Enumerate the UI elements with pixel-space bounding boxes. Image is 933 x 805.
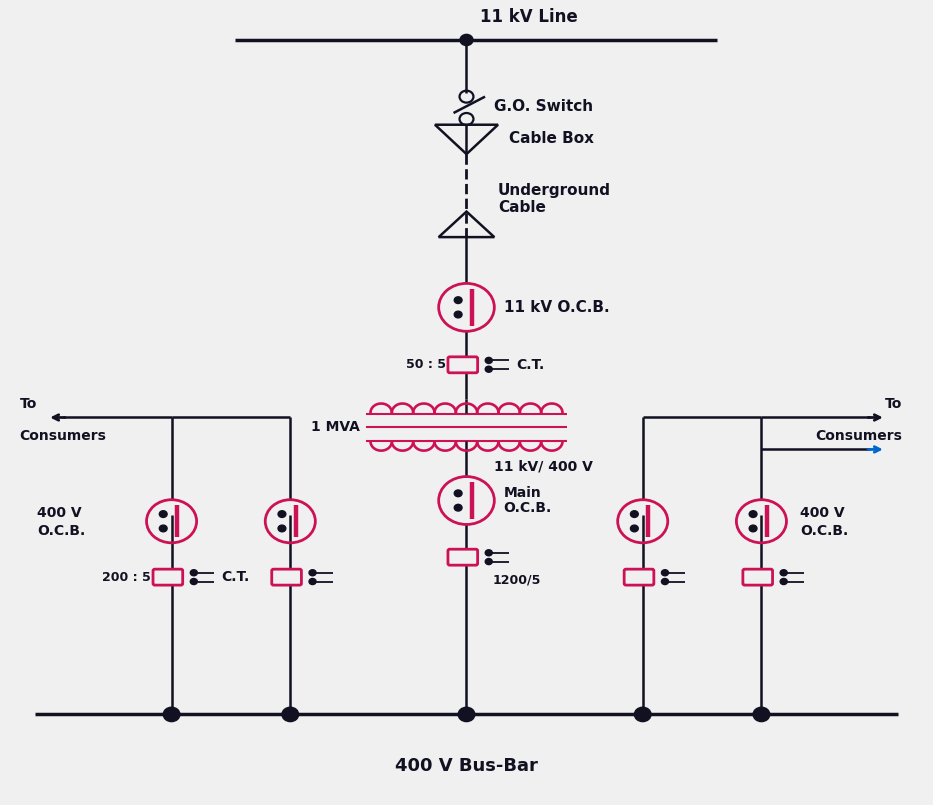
Text: 400 V: 400 V bbox=[801, 506, 845, 520]
Text: Cable Box: Cable Box bbox=[509, 130, 594, 146]
Circle shape bbox=[278, 525, 285, 532]
Circle shape bbox=[282, 708, 299, 721]
FancyBboxPatch shape bbox=[272, 569, 301, 585]
Text: 11 kV Line: 11 kV Line bbox=[480, 7, 578, 26]
Text: G.O. Switch: G.O. Switch bbox=[494, 99, 593, 114]
Text: 200 : 5: 200 : 5 bbox=[103, 571, 151, 584]
Circle shape bbox=[780, 579, 787, 584]
Circle shape bbox=[309, 579, 316, 584]
Text: To: To bbox=[885, 397, 902, 411]
Circle shape bbox=[163, 708, 180, 721]
Text: 400 V Bus-Bar: 400 V Bus-Bar bbox=[395, 758, 538, 775]
Text: 1 MVA: 1 MVA bbox=[311, 420, 359, 434]
Text: C.T.: C.T. bbox=[517, 357, 545, 372]
Circle shape bbox=[454, 505, 462, 511]
Text: To: To bbox=[20, 397, 36, 411]
Text: C.T.: C.T. bbox=[222, 570, 250, 584]
Circle shape bbox=[749, 525, 757, 532]
Text: Underground
Cable: Underground Cable bbox=[498, 183, 611, 215]
Circle shape bbox=[160, 510, 167, 518]
Circle shape bbox=[631, 510, 638, 518]
Circle shape bbox=[661, 579, 669, 584]
Circle shape bbox=[485, 366, 493, 372]
Circle shape bbox=[485, 357, 493, 364]
Text: 50 : 5: 50 : 5 bbox=[406, 358, 446, 371]
Circle shape bbox=[309, 570, 316, 576]
Text: O.C.B.: O.C.B. bbox=[504, 502, 551, 515]
Circle shape bbox=[780, 570, 787, 576]
Text: 11 kV O.C.B.: 11 kV O.C.B. bbox=[504, 299, 609, 315]
FancyBboxPatch shape bbox=[624, 569, 654, 585]
FancyBboxPatch shape bbox=[153, 569, 183, 585]
Text: Consumers: Consumers bbox=[815, 430, 902, 444]
Text: Main: Main bbox=[504, 485, 541, 500]
Text: O.C.B.: O.C.B. bbox=[801, 524, 849, 538]
Circle shape bbox=[190, 570, 198, 576]
Circle shape bbox=[458, 708, 475, 721]
Circle shape bbox=[460, 35, 473, 46]
Circle shape bbox=[631, 525, 638, 532]
Circle shape bbox=[485, 559, 493, 564]
Circle shape bbox=[454, 297, 462, 303]
FancyBboxPatch shape bbox=[448, 549, 478, 565]
Text: O.C.B.: O.C.B. bbox=[37, 524, 85, 538]
Circle shape bbox=[454, 312, 462, 318]
Circle shape bbox=[190, 579, 198, 584]
Circle shape bbox=[454, 490, 462, 497]
Text: 11 kV/ 400 V: 11 kV/ 400 V bbox=[494, 459, 593, 473]
FancyBboxPatch shape bbox=[743, 569, 773, 585]
Circle shape bbox=[278, 510, 285, 518]
Text: 400 V: 400 V bbox=[37, 506, 82, 520]
Text: Consumers: Consumers bbox=[20, 430, 106, 444]
FancyBboxPatch shape bbox=[448, 357, 478, 373]
Circle shape bbox=[749, 510, 757, 518]
Circle shape bbox=[661, 570, 669, 576]
Circle shape bbox=[485, 550, 493, 555]
Text: 1200/5: 1200/5 bbox=[493, 573, 541, 586]
Circle shape bbox=[160, 525, 167, 532]
Circle shape bbox=[753, 708, 770, 721]
Circle shape bbox=[634, 708, 651, 721]
